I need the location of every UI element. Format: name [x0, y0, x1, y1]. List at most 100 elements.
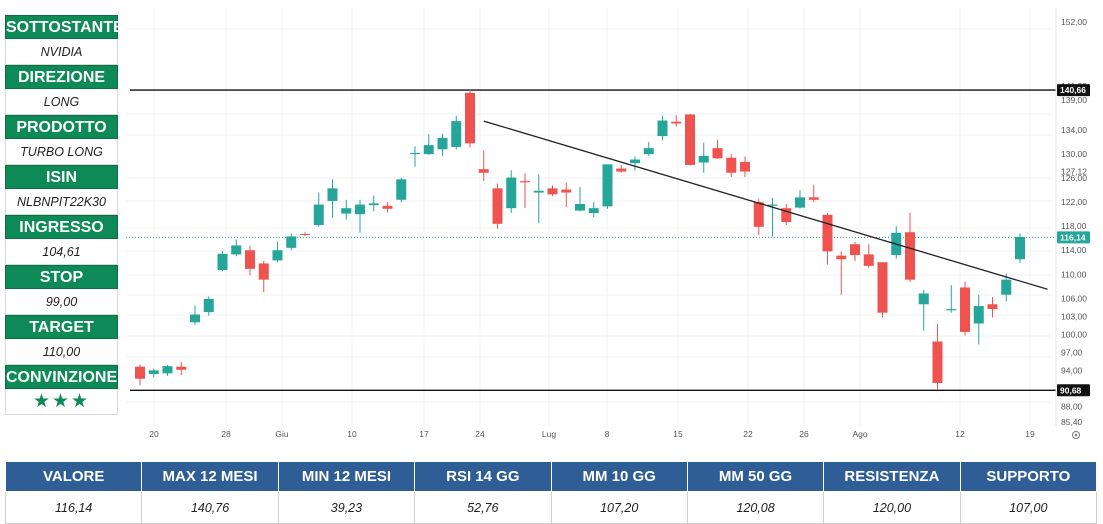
panel-value-isin: NLBNPIT22K30	[5, 189, 118, 215]
y-tick-label: 139,00	[1061, 95, 1087, 105]
x-tick-label: Giu	[275, 429, 289, 439]
candle-body	[547, 188, 558, 195]
x-tick-label: 8	[605, 429, 610, 439]
panel-value-prodotto: TURBO LONG	[5, 139, 118, 165]
y-tick-label: 122,00	[1061, 197, 1087, 207]
candle-body	[300, 234, 310, 236]
settings-icon	[1072, 431, 1080, 439]
y-tick-label: 100,00	[1061, 329, 1087, 339]
settings-icon-center	[1074, 433, 1078, 437]
candle-body	[753, 202, 764, 227]
last-price-label: 116,14	[1060, 232, 1086, 242]
candle-body	[313, 204, 324, 226]
metric-value: 116,14	[4, 491, 143, 524]
y-tick-label: 110,00	[1061, 269, 1087, 279]
x-tick-label: 28	[221, 429, 231, 439]
y-tick-label: 134,00	[1061, 125, 1087, 135]
y-tick-label: 114,00	[1061, 245, 1087, 255]
candle-body	[162, 366, 173, 374]
candle-body	[575, 203, 585, 211]
x-tick-label: 20	[149, 429, 159, 439]
candle-body	[190, 314, 200, 323]
candle-body	[960, 287, 970, 332]
panel-value-sottostante: NVIDIA	[5, 39, 118, 65]
y-tick-label: 126,00	[1061, 173, 1087, 183]
y-tick-label: 103,00	[1061, 311, 1087, 321]
metric-value: 140,76	[141, 491, 279, 524]
metric-header: MAX 12 MESI	[141, 461, 279, 492]
last-price-tag	[1057, 231, 1090, 244]
panel-label-stop: STOP	[5, 265, 118, 289]
metric-header: RSI 14 GG	[414, 461, 552, 492]
x-tick-label: 19	[1025, 429, 1035, 439]
y-tick-label: 118,00	[1061, 221, 1087, 231]
candle-body	[176, 366, 187, 370]
level-price-label: 140,66	[1060, 85, 1086, 95]
candle-body	[368, 203, 379, 206]
candle-body	[671, 121, 682, 124]
y-tick-label: 106,00	[1061, 293, 1087, 303]
metrics-header-row: VALORE MAX 12 MESI MIN 12 MESI RSI 14 GG MM …	[4, 461, 1098, 492]
candle-body	[341, 208, 352, 214]
candle-body	[286, 236, 297, 248]
y-tick-label: 85,40	[1061, 417, 1083, 427]
candle-body	[630, 159, 640, 164]
candle-body	[822, 214, 833, 252]
candle-body	[698, 155, 709, 163]
metric-header: RESISTENZA	[823, 461, 961, 492]
x-tick-label: 17	[419, 429, 429, 439]
candle-body	[423, 145, 434, 155]
trendline	[483, 120, 1048, 290]
price-chart: 152,00141,32139,00134,00130,00127,12126,…	[126, 8, 1090, 439]
candle-body	[355, 204, 365, 215]
level-price-tag	[1057, 84, 1090, 97]
candle-body	[258, 263, 269, 280]
chart-canvas: 152,00141,32139,00134,00130,00127,12126,…	[126, 8, 1090, 439]
metric-value: 120,00	[823, 491, 961, 524]
trade-info-panel: SOTTOSTANTE NVIDIA DIREZIONE LONG PRODOTTO TU…	[5, 15, 124, 415]
y-tick-label: 88,00	[1061, 401, 1083, 411]
metric-header: MM 50 GG	[686, 461, 825, 492]
candle-body	[327, 188, 338, 201]
x-tick-label: 22	[743, 429, 753, 439]
candle-body	[148, 370, 159, 374]
panel-label-prodotto: PRODOTTO	[5, 115, 118, 139]
candle-body	[1001, 279, 1012, 295]
metrics-table: VALORE MAX 12 MESI MIN 12 MESI RSI 14 GG MM …	[4, 461, 1098, 524]
x-tick-label: 24	[475, 429, 485, 439]
y-tick-label: 127,12	[1061, 166, 1087, 176]
candle-body	[478, 169, 489, 173]
x-tick-label: 12	[955, 429, 965, 439]
y-tick-label: 97,00	[1061, 347, 1083, 357]
x-tick-label: Ago	[852, 429, 867, 439]
x-tick-label: 26	[799, 429, 809, 439]
candle-body	[795, 197, 805, 208]
candle-body	[217, 253, 228, 271]
metrics-value-row: 116,14 140,76 39,23 52,76 107,20 120,08 120,00…	[4, 491, 1098, 524]
candle-body	[465, 92, 475, 144]
candle-body	[382, 205, 393, 209]
candle-body	[973, 306, 984, 324]
candle-body	[808, 197, 819, 200]
panel-label-convinzione: CONVINZIONE	[5, 365, 118, 389]
candle-body	[410, 152, 420, 155]
candle-body	[561, 189, 572, 193]
x-tick-label: Lug	[542, 429, 556, 439]
y-tick-label: 152,00	[1061, 17, 1087, 27]
panel-label-ingresso: INGRESSO	[5, 215, 118, 239]
x-tick-label: 10	[347, 429, 357, 439]
panel-label-direzione: DIREZIONE	[5, 65, 118, 89]
panel-label-isin: ISIN	[5, 165, 118, 189]
candle-body	[781, 208, 792, 222]
level-price-label: 90,68	[1060, 385, 1082, 395]
panel-value-ingresso: 104,61	[5, 239, 118, 265]
candle-body	[726, 157, 737, 173]
candle-body	[946, 309, 957, 311]
candle-body	[767, 204, 778, 206]
candle-body	[602, 164, 613, 207]
candle-body	[1015, 237, 1025, 260]
candle-body	[918, 293, 929, 305]
metric-header: MIN 12 MESI	[277, 461, 416, 492]
candle-body	[685, 114, 695, 165]
candle-body	[396, 179, 407, 200]
